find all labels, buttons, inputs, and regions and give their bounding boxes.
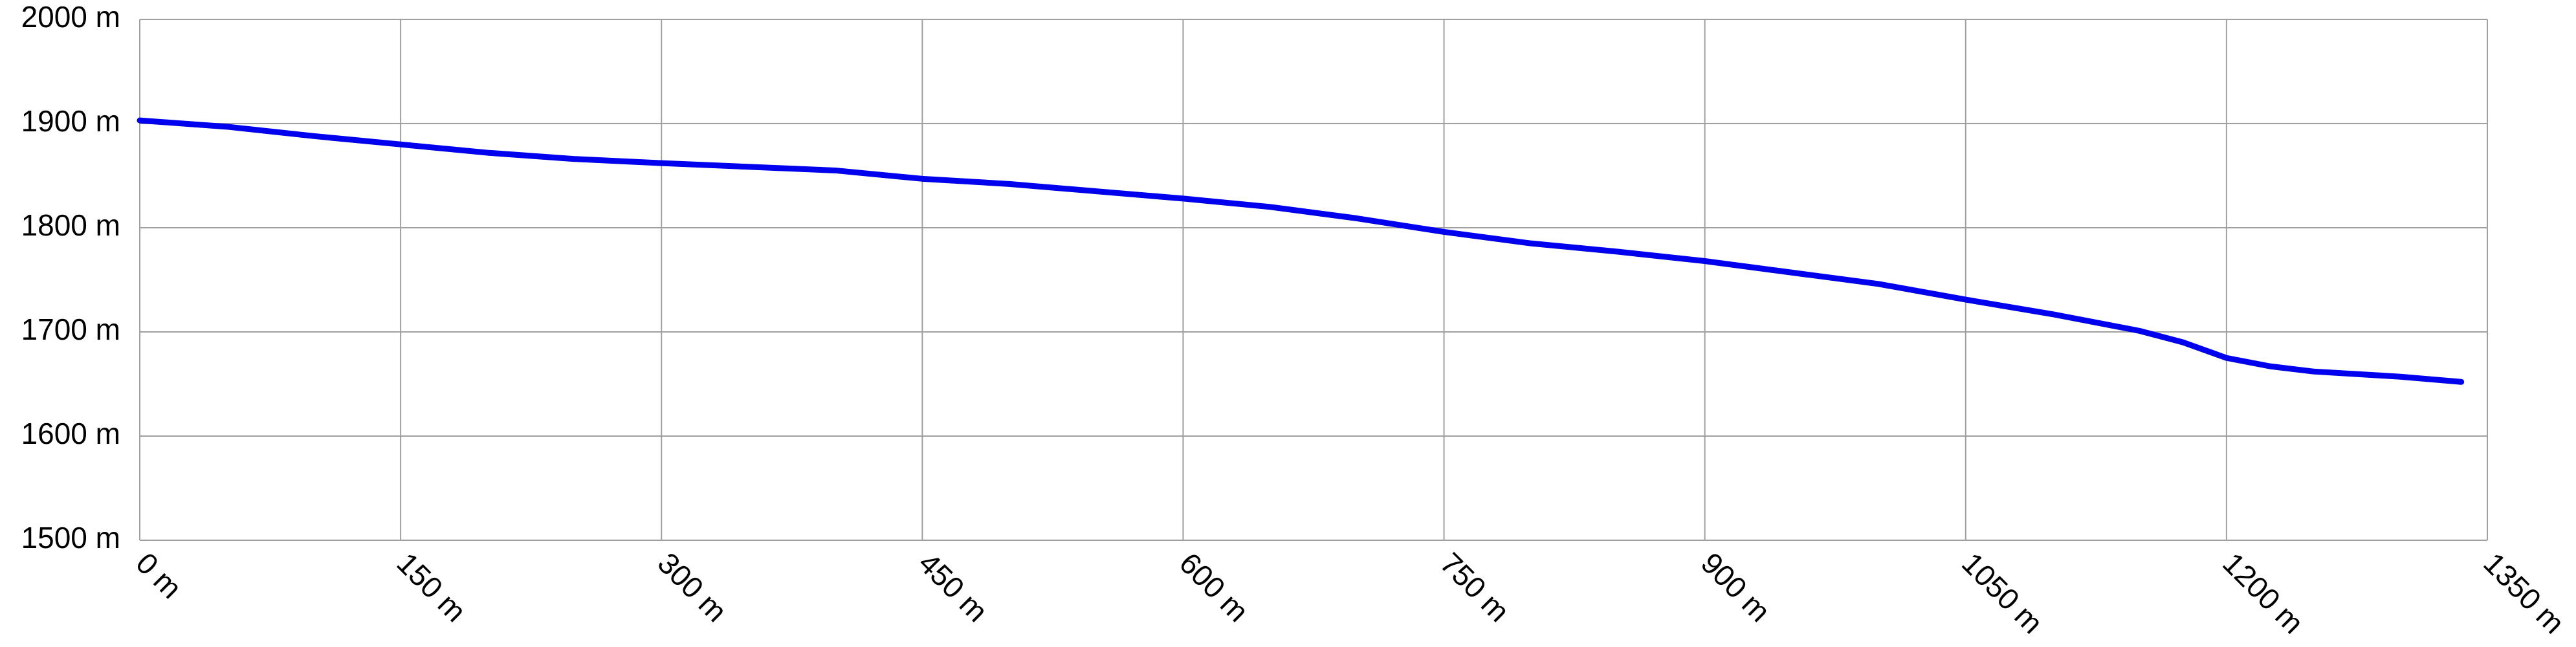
elevation-line xyxy=(137,117,2465,385)
y-tick-label: 1700 m xyxy=(21,313,120,346)
y-tick-label: 2000 m xyxy=(21,0,120,34)
x-tick-label: 1350 m xyxy=(2477,546,2571,640)
x-tick-label: 150 m xyxy=(390,546,472,628)
x-tick-label: 300 m xyxy=(652,546,734,628)
y-tick-label: 1600 m xyxy=(21,417,120,450)
x-tick-label: 900 m xyxy=(1695,546,1777,628)
x-tick-label: 1200 m xyxy=(2216,546,2310,640)
x-tick-label: 450 m xyxy=(912,546,995,628)
y-tick-label: 1800 m xyxy=(21,208,120,242)
x-tick-label: 0 m xyxy=(129,546,188,605)
y-tick-label: 1900 m xyxy=(21,104,120,138)
x-tick-label: 600 m xyxy=(1173,546,1255,628)
x-tick-label: 1050 m xyxy=(1955,546,2049,640)
y-tick-label: 1500 m xyxy=(21,521,120,554)
x-tick-label: 750 m xyxy=(1434,546,1516,628)
